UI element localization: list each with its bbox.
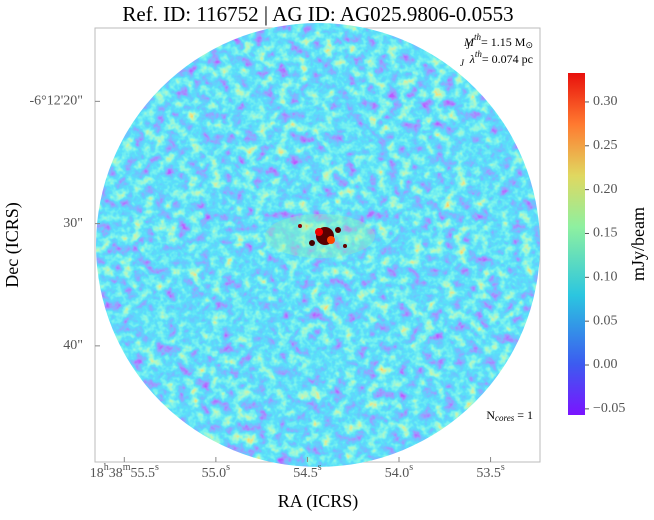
x-tick-label: 54.0s	[385, 462, 414, 481]
annotation-length: λth= 0.074 pc J	[460, 49, 533, 68]
y-axis-label: Dec (ICRS)	[2, 202, 23, 287]
chart-title: Ref. ID: 116752 | AG ID: AG025.9806-0.05…	[122, 2, 513, 26]
y-tick-label: -6°12'20"	[30, 94, 84, 109]
symbol: N	[486, 408, 495, 422]
x-tick-label: 53.5s	[476, 462, 505, 481]
superscript: th	[474, 32, 482, 42]
colorbar-tick-label: 0.25	[593, 138, 618, 153]
colorbar-tick-label: 0.10	[593, 270, 618, 285]
x-tick-label: 55.0s	[202, 462, 231, 481]
svg-text:λth= 0.074 pc: λth= 0.074 pc	[469, 49, 533, 66]
annotation-mass: Mth= 1.15 M⊙ J	[463, 32, 533, 51]
subscript: ⊙	[525, 40, 533, 50]
symbol: M	[463, 35, 475, 49]
colorbar-tick-label: 0.00	[593, 357, 618, 372]
annotation-cores: Ncores = 1	[486, 408, 533, 423]
subscript: cores	[495, 413, 515, 423]
x-tick-label: 54.5s	[293, 462, 322, 481]
superscript: th	[475, 49, 483, 59]
symbol: λ	[469, 52, 475, 66]
subscript: J	[466, 41, 471, 51]
x-tick-label: 18h38m55.5s	[90, 462, 159, 481]
value: = 1	[514, 408, 533, 422]
y-tick-label: 40"	[63, 338, 83, 353]
subscript: J	[460, 58, 465, 68]
value: = 1.15 M	[481, 35, 526, 49]
colorbar-tick-label: 0.05	[593, 313, 618, 328]
colorbar-tick-label: −0.05	[593, 401, 625, 416]
colorbar-label: mJy/beam	[628, 207, 648, 281]
colorbar-tick-label: 0.15	[593, 226, 618, 241]
colorbar	[568, 73, 585, 415]
svg-text:Mth= 1.15 M⊙: Mth= 1.15 M⊙	[463, 32, 533, 50]
image	[96, 23, 540, 467]
colorbar-tick-label: 0.20	[593, 182, 618, 197]
y-tick-label: 30"	[63, 216, 83, 231]
colorbar-tick-label: 0.30	[593, 94, 618, 109]
x-axis-label: RA (ICRS)	[278, 491, 359, 512]
value: = 0.074 pc	[482, 52, 533, 66]
